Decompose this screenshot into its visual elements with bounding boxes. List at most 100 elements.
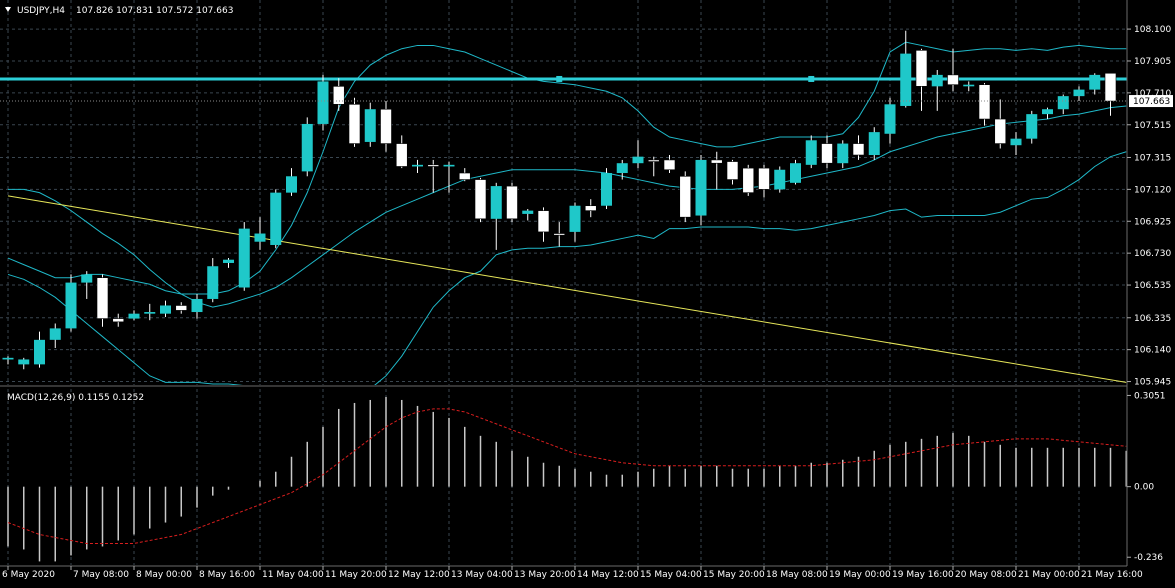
macd-tick-label: 0.3051 [1134, 391, 1166, 401]
candle-body [270, 192, 282, 245]
candle[interactable] [443, 161, 455, 193]
current-price-badge [1129, 95, 1173, 108]
candle-body [160, 305, 171, 314]
candle[interactable] [191, 294, 203, 319]
candle[interactable] [616, 159, 628, 180]
candle[interactable] [238, 222, 250, 291]
candle[interactable] [1073, 86, 1085, 102]
candle[interactable] [332, 78, 345, 111]
price-tick-label: 107.905 [1134, 57, 1171, 67]
candle[interactable] [900, 30, 912, 108]
candle[interactable] [726, 159, 739, 185]
price-tick-label: 107.120 [1134, 185, 1171, 195]
candle[interactable] [584, 199, 597, 218]
candle[interactable] [490, 182, 502, 250]
candle[interactable] [553, 222, 566, 247]
candle[interactable] [128, 310, 140, 321]
candle[interactable] [632, 140, 644, 169]
candle[interactable] [1042, 107, 1053, 120]
hline-anchor-point[interactable] [808, 75, 815, 82]
candle-body [584, 205, 597, 211]
candle[interactable] [994, 99, 1007, 149]
candle[interactable] [931, 69, 943, 111]
candle[interactable] [852, 135, 865, 160]
candle[interactable] [380, 101, 392, 152]
candle[interactable] [364, 102, 376, 147]
candle[interactable] [412, 159, 423, 174]
candle[interactable] [175, 302, 188, 314]
chart-header: USDJPY,H4 107.826 107.831 107.572 107.66… [5, 6, 233, 16]
candle-body [790, 163, 801, 183]
candle[interactable] [884, 97, 896, 144]
hline-anchor-point[interactable] [556, 75, 563, 82]
candle[interactable] [1089, 73, 1101, 95]
candle[interactable] [348, 97, 361, 147]
candle[interactable] [395, 135, 408, 169]
candle[interactable] [758, 164, 770, 198]
candle[interactable] [537, 207, 550, 242]
candle[interactable] [790, 159, 801, 185]
candle[interactable] [915, 48, 928, 111]
candle[interactable] [317, 74, 329, 131]
candle[interactable] [601, 168, 612, 209]
candle[interactable] [663, 155, 676, 174]
candle[interactable] [774, 166, 786, 193]
candle[interactable] [474, 177, 487, 223]
candle[interactable] [1026, 110, 1038, 144]
price-tick-label: 106.730 [1134, 249, 1171, 259]
price-tick-label: 107.315 [1134, 153, 1171, 163]
candle[interactable] [427, 159, 440, 193]
candle[interactable] [679, 171, 692, 223]
candle[interactable] [96, 274, 109, 327]
candle[interactable] [569, 202, 581, 242]
time-tick-label: 14 May 12:00 [577, 570, 639, 580]
candle[interactable] [1057, 94, 1069, 115]
candle[interactable] [1010, 132, 1022, 156]
candle[interactable] [2, 356, 14, 365]
candle[interactable] [522, 208, 534, 221]
candle[interactable] [160, 300, 171, 317]
candle[interactable] [647, 156, 660, 177]
trendline[interactable] [7, 195, 1127, 383]
candle[interactable] [821, 135, 833, 169]
candle[interactable] [270, 189, 282, 249]
candle-body [490, 186, 502, 219]
candle[interactable] [805, 135, 817, 169]
current-price-label: 107.663 [1133, 97, 1170, 107]
candle[interactable] [34, 331, 45, 368]
candle[interactable] [207, 258, 219, 303]
candle[interactable] [695, 155, 707, 226]
price-tick-label: 106.925 [1134, 217, 1171, 227]
candle[interactable] [868, 127, 880, 160]
candle[interactable] [710, 151, 723, 190]
candle[interactable] [144, 303, 156, 321]
macd-tick-label: 0.00 [1134, 483, 1154, 493]
candle[interactable] [742, 164, 755, 196]
candle[interactable] [837, 140, 849, 169]
candle[interactable] [947, 48, 959, 92]
candle[interactable] [49, 323, 61, 349]
candle[interactable] [458, 168, 471, 182]
candle[interactable] [963, 81, 975, 92]
candle[interactable] [65, 274, 77, 332]
symbol-dropdown-icon[interactable] [5, 7, 11, 12]
candle[interactable] [81, 271, 93, 299]
candle[interactable] [506, 182, 518, 223]
candle-body [1104, 72, 1117, 102]
candle[interactable] [978, 83, 991, 126]
candle[interactable] [112, 313, 125, 327]
candle-body [238, 228, 250, 288]
candle-body [647, 159, 660, 162]
price-pane[interactable] [0, 30, 1127, 397]
candle-body [663, 159, 676, 171]
candle[interactable] [286, 168, 297, 196]
candle[interactable] [18, 357, 30, 370]
candle[interactable] [223, 258, 234, 268]
candle[interactable] [254, 217, 266, 250]
candle-body [144, 312, 156, 314]
candle-body [695, 159, 707, 216]
macd-pane[interactable] [7, 396, 1127, 562]
candle[interactable] [301, 117, 313, 177]
